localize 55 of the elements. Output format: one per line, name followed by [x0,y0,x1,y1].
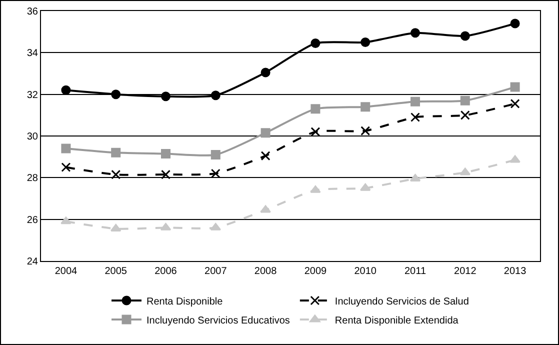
legend-label: Renta Disponible Extendida [334,315,459,326]
point [260,68,270,78]
y-tick-label: 28 [26,173,38,184]
point [210,150,220,160]
point [61,162,71,172]
point [460,31,470,41]
x-tick-label: 2004 [54,266,78,277]
point [310,127,320,137]
point [210,90,220,100]
x-tick-label: 2006 [154,266,178,277]
x-tick-label: 2007 [204,266,228,277]
point [510,155,520,163]
point [460,110,470,120]
point [310,104,320,114]
y-tick-label: 26 [26,214,38,226]
x-tick-label: 2012 [454,266,477,277]
y-tick-label: 34 [26,48,38,60]
point [360,38,370,47]
legend-label: Incluyendo Servicios Educativos [146,315,290,326]
point [310,185,321,193]
point [410,96,420,106]
x-tick-label: 2005 [104,266,128,277]
point [111,90,121,100]
point [410,112,420,122]
point [60,216,72,224]
point [161,92,170,102]
point [310,38,320,48]
point [161,170,170,180]
y-tick-label: 30 [26,132,38,142]
y-tick-label: 32 [26,90,38,101]
x-tick-label: 2013 [504,266,527,277]
point [61,85,71,95]
point [510,98,520,108]
point [161,148,170,158]
point [61,144,71,154]
point [410,28,420,38]
point [360,102,370,112]
point [260,128,270,138]
point [360,126,370,136]
legend-label: Incluyendo Servicios de Salud [334,296,469,308]
x-tick-label: 2010 [354,266,377,277]
point [210,168,220,178]
point [260,205,271,213]
x-tick-label: 2011 [404,266,426,277]
point [111,170,121,180]
legend-label: Renta Disponible [146,296,224,308]
x-tick-label: 2009 [304,266,328,277]
point [510,82,520,92]
point [510,18,520,28]
y-tick-label: 36 [26,6,38,18]
point [260,151,270,161]
point [460,96,470,106]
x-tick-label: 2008 [254,266,278,277]
point [111,148,121,158]
y-tick-label: 24 [26,256,38,268]
